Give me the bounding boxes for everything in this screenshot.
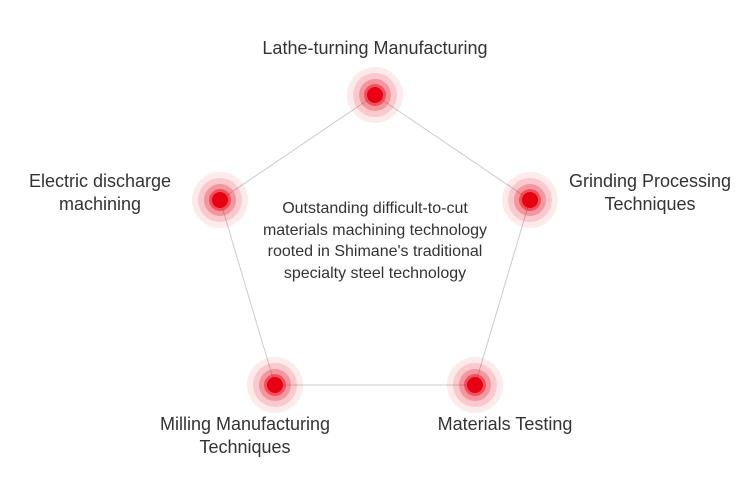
node-label-top: Lathe-turning Manufacturing [205,37,545,60]
diagram-canvas: Lathe-turning Manufacturing Grinding Proc… [0,0,750,500]
node-label-left: Electric discharge machining [0,170,200,217]
center-description: Outstanding difficult-to-cut materials m… [245,198,505,284]
node-label-bright: Materials Testing [405,413,605,436]
node-label-bleft: Milling Manufacturing Techniques [135,413,355,460]
node-label-right: Grinding Processing Techniques [550,170,750,217]
